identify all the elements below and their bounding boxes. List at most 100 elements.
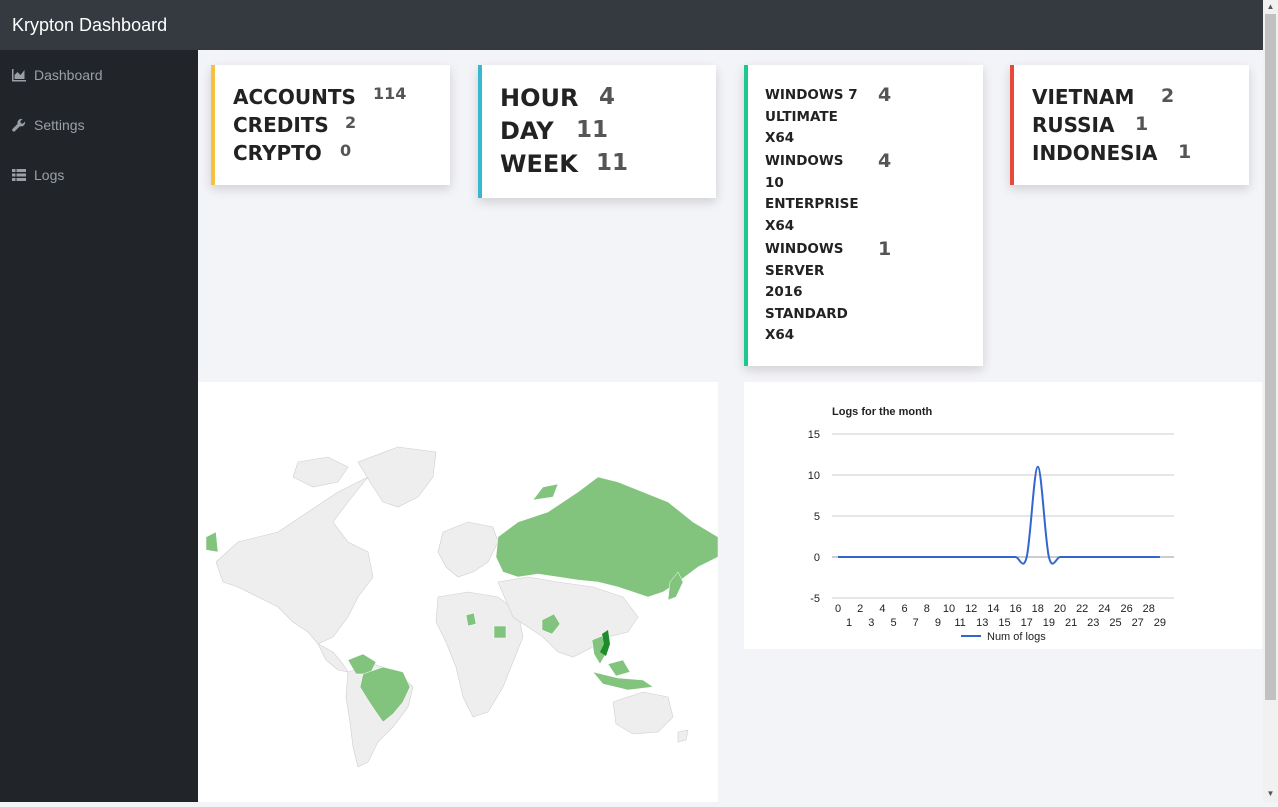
chart-title: Logs for the month (832, 406, 932, 418)
stat-label: RUSSIA (1032, 113, 1115, 137)
os-name-line: STANDARD (765, 305, 848, 322)
sidebar-item-logs[interactable]: Logs (12, 164, 64, 186)
stat-label: DAY (500, 117, 554, 145)
map-highlighted-regions (205, 476, 719, 723)
os-name-line: WINDOWS 7 (765, 87, 858, 103)
top-navbar: Krypton Dashboard (0, 0, 1263, 50)
x-tick-label: 1 (846, 617, 852, 629)
world-map[interactable] (198, 382, 719, 802)
stat-label: VIETNAM (1032, 85, 1135, 109)
week-stat: WEEK 11 (500, 150, 628, 178)
accounts-stat: ACCOUNTS 114 (233, 84, 406, 109)
os-name-line: WINDOWS (765, 153, 844, 169)
x-tick-label: 27 (1132, 617, 1144, 629)
stat-label: CREDITS (233, 113, 329, 137)
legend-label: Num of logs (987, 631, 1046, 643)
region-algeria (465, 612, 477, 627)
area-chart-icon (12, 69, 26, 82)
stat-value: 2 (1161, 85, 1175, 107)
x-tick-label: 24 (1098, 603, 1110, 615)
stat-value: 11 (576, 117, 609, 143)
stat-value: 11 (596, 150, 629, 176)
x-tick-label: 29 (1154, 617, 1166, 629)
x-tick-label: 10 (943, 603, 955, 615)
wrench-icon (12, 118, 26, 132)
table-list-icon (12, 169, 26, 181)
series-line-num-of-logs (838, 465, 1160, 565)
scroll-thumb[interactable] (1265, 14, 1276, 700)
x-tick-label: 5 (890, 617, 896, 629)
os-card: WINDOWS 7 ULTIMATE X64 4 WINDOWS 10 ENTE… (744, 65, 983, 366)
periods-card: HOUR 4 DAY 11 WEEK 11 (478, 65, 716, 198)
russia-stat: RUSSIA 1 (1032, 113, 1148, 137)
stat-label: ACCOUNTS (233, 85, 356, 109)
app-title[interactable]: Krypton Dashboard (12, 15, 168, 35)
sidebar-item-dashboard[interactable]: Dashboard (12, 64, 103, 86)
x-tick-label: 22 (1076, 603, 1088, 615)
totals-card: ACCOUNTS 114 CREDITS 2 CRYPTO 0 (211, 65, 450, 185)
stat-value: 4 (878, 150, 892, 172)
y-tick-label: 15 (808, 429, 820, 441)
stat-label: HOUR (500, 84, 579, 112)
region-russia-north (532, 483, 559, 501)
y-tick-label: 0 (814, 552, 820, 564)
region-egypt (493, 625, 507, 639)
region-pakistan (541, 613, 561, 635)
os-name-line: X64 (765, 327, 795, 343)
logs-chart-panel: Logs for the month -5 0 5 10 15 0 2 4 6 8 10 12 14 1… (744, 382, 1262, 649)
main-content: ACCOUNTS 114 CREDITS 2 CRYPTO 0 HOUR 4 D… (198, 50, 1263, 802)
credits-stat: CREDITS 2 (233, 113, 356, 137)
stat-label: WEEK (500, 150, 578, 178)
x-tick-label: 25 (1109, 617, 1121, 629)
os-stat-win7: WINDOWS 7 ULTIMATE X64 4 (765, 84, 891, 150)
vertical-scrollbar[interactable]: ▲ ▼ (1263, 0, 1278, 802)
x-tick-label: 15 (998, 617, 1010, 629)
os-name-line: X64 (765, 217, 795, 234)
sidebar-item-settings[interactable]: Settings (12, 114, 85, 136)
x-tick-label: 3 (868, 617, 874, 629)
x-tick-label: 13 (976, 617, 988, 629)
x-tick-label: 21 (1065, 617, 1077, 629)
os-name-line: WINDOWS (765, 241, 844, 257)
chart-y-axis: -5 0 5 10 15 (808, 429, 820, 605)
x-tick-label: 11 (954, 617, 965, 629)
region-japan (667, 571, 684, 601)
world-map-panel (198, 382, 719, 802)
stat-value: 1 (878, 238, 892, 260)
x-tick-label: 19 (1043, 617, 1055, 629)
hour-stat: HOUR 4 (500, 84, 615, 112)
x-tick-label: 18 (1032, 603, 1044, 615)
y-tick-label: 5 (814, 511, 820, 523)
os-name-line: SERVER (765, 262, 825, 279)
stat-value: 4 (599, 84, 616, 110)
stat-value: 1 (1135, 113, 1149, 135)
sidebar-item-label: Dashboard (34, 67, 103, 83)
countries-card: VIETNAM 2 RUSSIA 1 INDONESIA 1 (1010, 65, 1249, 185)
os-name-line: X64 (765, 130, 795, 146)
sidebar: Dashboard Settings Logs (0, 50, 198, 802)
x-tick-label: 14 (987, 603, 999, 615)
day-stat: DAY 11 (500, 117, 608, 145)
stat-value: 1 (1178, 141, 1192, 163)
x-tick-label: 2 (857, 603, 863, 615)
os-stat-win10: WINDOWS 10 ENTERPRISE X64 4 (765, 150, 891, 237)
region-indonesia (592, 671, 654, 691)
x-tick-label: 16 (1009, 603, 1021, 615)
region-vietnam (600, 630, 610, 656)
region-brazil (359, 666, 411, 723)
region-alaska-tip (205, 531, 219, 553)
scroll-down-arrow-icon[interactable]: ▼ (1266, 789, 1275, 798)
stat-label: INDONESIA (1032, 141, 1158, 165)
vietnam-stat: VIETNAM 2 (1032, 85, 1174, 109)
stat-label: CRYPTO (233, 141, 322, 165)
os-name-line: 10 (765, 174, 784, 191)
x-tick-label: 26 (1120, 603, 1132, 615)
x-tick-label: 12 (965, 603, 977, 615)
scroll-up-arrow-icon[interactable]: ▲ (1266, 2, 1275, 11)
y-tick-label: -5 (810, 593, 820, 605)
y-tick-label: 10 (808, 470, 820, 482)
chart-gridlines (832, 433, 1174, 599)
stat-value: 114 (373, 84, 407, 103)
x-tick-label: 28 (1143, 603, 1155, 615)
